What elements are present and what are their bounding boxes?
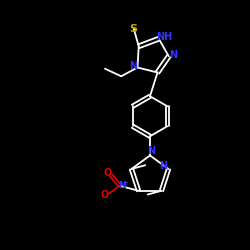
Text: NH: NH <box>156 32 172 42</box>
Text: N: N <box>169 50 177 60</box>
Text: O: O <box>101 190 109 200</box>
Text: N: N <box>129 61 137 71</box>
Text: N: N <box>147 146 155 156</box>
Text: N: N <box>118 180 125 190</box>
Text: +: + <box>122 180 128 186</box>
Text: O: O <box>104 168 112 178</box>
Text: S: S <box>130 24 138 34</box>
Text: −: − <box>105 191 111 197</box>
Text: N: N <box>160 162 168 172</box>
